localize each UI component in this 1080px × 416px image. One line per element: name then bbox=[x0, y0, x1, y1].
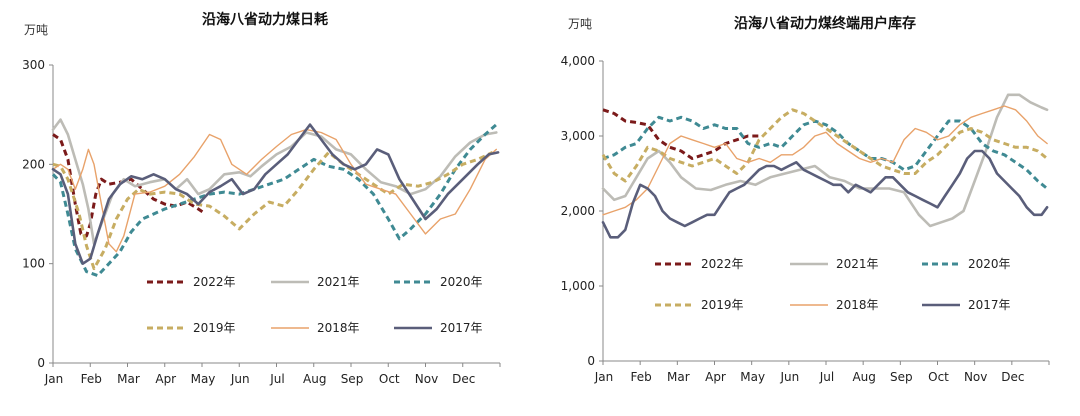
legend-label: 2019年 bbox=[193, 321, 236, 335]
legend-label: 2022年 bbox=[193, 275, 236, 289]
x-tick-label: May bbox=[740, 370, 765, 384]
y-axis-unit: 万吨 bbox=[568, 17, 592, 31]
legend-label: 2018年 bbox=[836, 298, 879, 312]
x-tick-label: Sep bbox=[890, 370, 913, 384]
x-tick-label: Aug bbox=[852, 370, 875, 384]
y-tick-label: 0 bbox=[587, 354, 595, 368]
y-tick-label: 2,000 bbox=[561, 204, 595, 218]
legend-label: 2019年 bbox=[701, 298, 744, 312]
x-tick-label: Dec bbox=[1001, 370, 1024, 384]
x-tick-label: Sep bbox=[341, 372, 364, 386]
legend-label: 2021年 bbox=[836, 257, 879, 271]
chart-title: 沿海八省动力煤终端用户库存 bbox=[734, 15, 916, 32]
x-tick-label: Oct bbox=[928, 370, 949, 384]
series-line-2022年 bbox=[602, 108, 760, 160]
x-tick-label: Jun bbox=[230, 372, 250, 386]
y-tick-label: 100 bbox=[22, 257, 45, 271]
legend-label: 2018年 bbox=[317, 321, 360, 335]
series-line-2021年 bbox=[601, 93, 1049, 228]
x-tick-label: Nov bbox=[415, 372, 438, 386]
x-tick-label: Mar bbox=[667, 370, 690, 384]
series-line-2018年 bbox=[52, 128, 497, 253]
legend-label: 2022年 bbox=[701, 257, 744, 271]
y-tick-label: 1,000 bbox=[561, 279, 595, 293]
y-tick-label: 3,000 bbox=[561, 129, 595, 143]
x-tick-label: May bbox=[191, 372, 216, 386]
chart-title: 沿海八省动力煤日耗 bbox=[202, 11, 328, 28]
x-tick-label: Jun bbox=[779, 370, 799, 384]
series-line-2017年 bbox=[51, 123, 500, 266]
y-tick-label: 300 bbox=[22, 58, 45, 72]
x-tick-label: Mar bbox=[117, 372, 140, 386]
y-tick-label: 200 bbox=[22, 157, 45, 171]
end-user-inventory-chart: 沿海八省动力煤终端用户库存 万吨 0 1,000 2,000 3,000 4,000 Jan F… bbox=[540, 0, 1080, 416]
legend-label: 2017年 bbox=[440, 321, 483, 335]
legend-label: 2021年 bbox=[317, 275, 360, 289]
y-tick-label: 4,000 bbox=[561, 54, 595, 68]
legend-label: 2020年 bbox=[968, 257, 1011, 271]
x-tick-label: Aug bbox=[303, 372, 326, 386]
x-tick-label: Dec bbox=[452, 372, 475, 386]
daily-consumption-chart: 沿海八省动力煤日耗万吨 0 100 200 300 Jan Feb Mar Apr May Jun J… bbox=[0, 0, 530, 416]
x-tick-label: Feb bbox=[631, 370, 652, 384]
x-tick-label: Apr bbox=[155, 372, 176, 386]
x-tick-label: Jan bbox=[594, 370, 614, 384]
legend-label: 2017年 bbox=[968, 298, 1011, 312]
legend-label: 2020年 bbox=[440, 275, 483, 289]
x-tick-label: Oct bbox=[379, 372, 400, 386]
x-tick-label: Jul bbox=[819, 370, 834, 384]
end-user-inventory-chart-svg: 沿海八省动力煤终端用户库存 万吨 0 1,000 2,000 3,000 4,000 Jan F… bbox=[561, 15, 1050, 384]
y-tick-label: 0 bbox=[37, 356, 45, 370]
y-axis-unit: 万吨 bbox=[24, 23, 48, 37]
series-line-2018年 bbox=[602, 105, 1048, 216]
series-line-2020年 bbox=[602, 115, 1049, 190]
series-line-2022年 bbox=[52, 133, 207, 238]
x-tick-label: Nov bbox=[964, 370, 987, 384]
series-line-2019年 bbox=[52, 150, 494, 271]
series-line-2017年 bbox=[601, 149, 1049, 239]
x-tick-label: Jul bbox=[269, 372, 284, 386]
x-tick-label: Apr bbox=[705, 370, 726, 384]
x-tick-label: Feb bbox=[81, 372, 102, 386]
x-tick-label: Jan bbox=[44, 372, 64, 386]
